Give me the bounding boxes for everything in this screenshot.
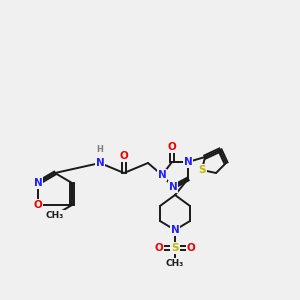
- Text: N: N: [96, 158, 104, 168]
- Text: S: S: [171, 243, 179, 253]
- Text: N: N: [34, 178, 42, 188]
- Text: N: N: [184, 157, 192, 167]
- Text: O: O: [187, 243, 195, 253]
- Text: O: O: [120, 151, 128, 161]
- Text: N: N: [171, 225, 179, 235]
- Text: S: S: [198, 165, 206, 175]
- Text: N: N: [158, 170, 166, 180]
- Text: CH₃: CH₃: [46, 211, 64, 220]
- Text: H: H: [97, 146, 104, 154]
- Text: CH₃: CH₃: [166, 259, 184, 268]
- Text: O: O: [34, 200, 42, 210]
- Text: N: N: [169, 182, 177, 192]
- Text: O: O: [154, 243, 164, 253]
- Text: O: O: [168, 142, 176, 152]
